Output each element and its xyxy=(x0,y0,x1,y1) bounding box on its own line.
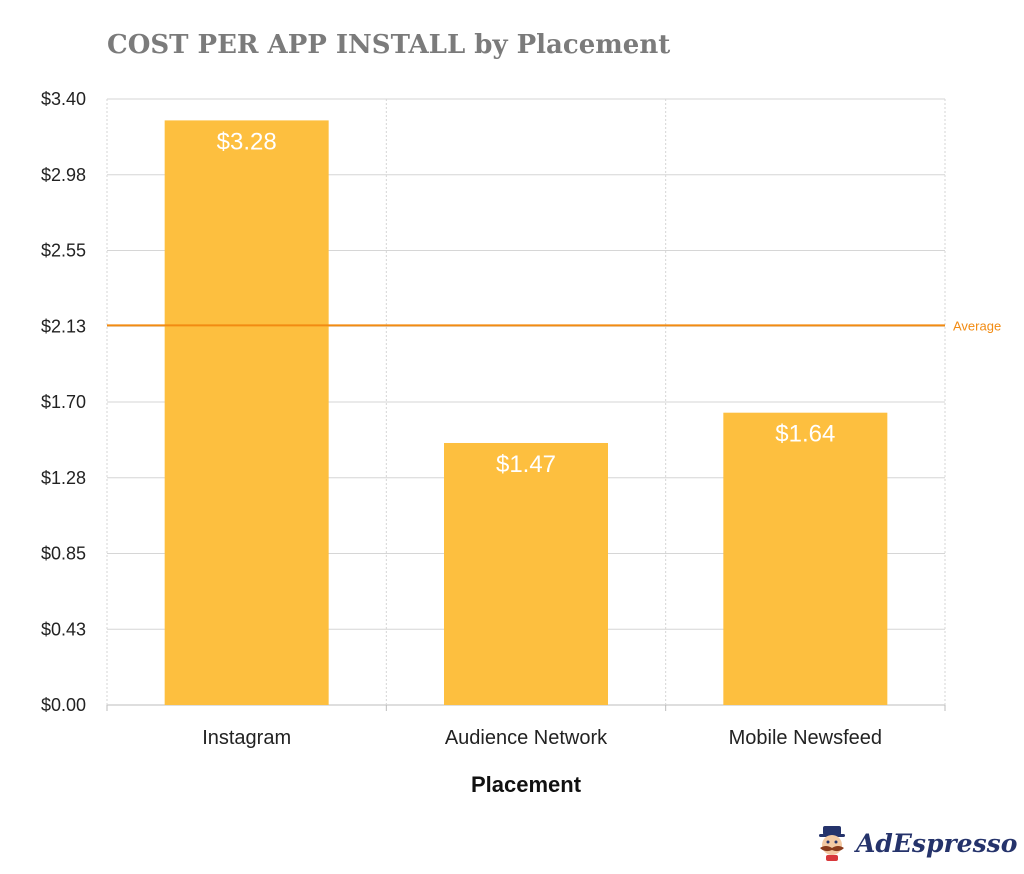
bar-value-label: $1.64 xyxy=(775,421,835,448)
x-category-label: Instagram xyxy=(202,727,291,749)
x-axis-categories: Instagram Audience Network Mobile Newsfeed xyxy=(202,727,882,749)
adespresso-logo: AdEspresso xyxy=(814,824,1017,862)
mustache-mascot-icon xyxy=(819,826,845,861)
bar-mobile-newsfeed xyxy=(723,412,888,705)
bars: $3.28 $1.47 $1.64 xyxy=(164,120,888,705)
x-category-label: Mobile Newsfeed xyxy=(729,727,882,749)
average-reference: Average xyxy=(107,318,1001,333)
y-tick-label: $1.70 xyxy=(41,392,86,412)
logo-text: AdEspresso xyxy=(856,828,1018,858)
bar-value-label: $3.28 xyxy=(217,128,277,155)
x-axis-title: Placement xyxy=(471,772,582,797)
y-tick-label: $2.13 xyxy=(41,316,86,336)
y-axis-ticks: $0.00 $0.43 $0.85 $1.28 $1.70 $2.13 $2.55 $2.98… xyxy=(41,89,86,715)
bar-audience-network xyxy=(444,442,608,705)
y-tick-label: $2.55 xyxy=(41,241,86,261)
y-tick-label: $2.98 xyxy=(41,165,86,185)
y-tick-label: $3.40 xyxy=(41,89,86,109)
y-tick-label: $0.00 xyxy=(41,695,86,715)
y-tick-label: $0.85 xyxy=(41,544,86,564)
chart-title: COST PER APP INSTALL by Placement xyxy=(107,30,671,60)
bar-value-label: $1.47 xyxy=(496,451,556,478)
x-category-label: Audience Network xyxy=(445,727,608,749)
y-tick-label: $1.28 xyxy=(41,468,86,488)
average-label: Average xyxy=(953,318,1001,333)
bar-instagram xyxy=(164,120,329,705)
y-tick-label: $0.43 xyxy=(41,619,86,639)
